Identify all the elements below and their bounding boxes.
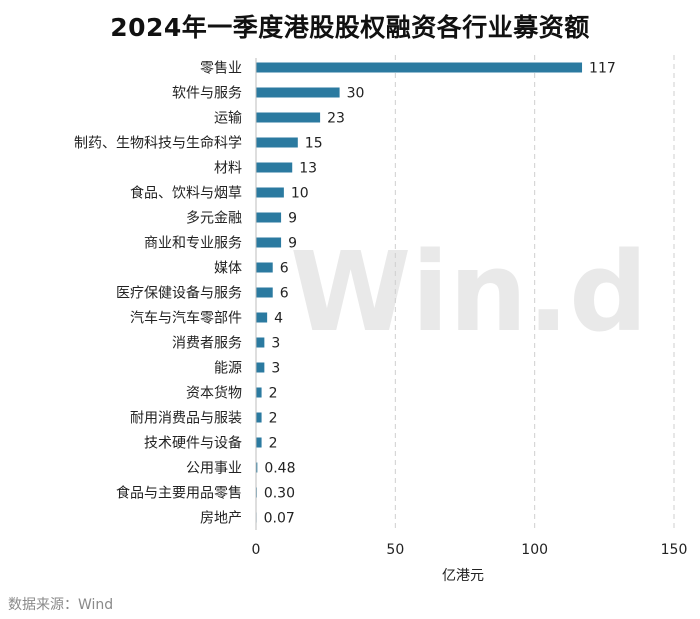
x-tick-label: 150 (661, 542, 688, 558)
bar (256, 137, 298, 148)
category-label: 多元金融 (186, 210, 242, 227)
value-label: 2 (269, 411, 278, 427)
category-label: 商业和专业服务 (144, 236, 242, 252)
value-label: 13 (299, 161, 317, 177)
value-label: 3 (271, 361, 280, 377)
value-label: 10 (291, 186, 309, 202)
value-label: 3 (271, 336, 280, 352)
x-axis-title: 亿港元 (442, 568, 484, 584)
source-note: 数据来源：Wind (8, 597, 114, 613)
bar (256, 362, 265, 373)
category-label: 制药、生物科技与生命科学 (74, 135, 242, 152)
bar (256, 337, 265, 348)
category-label: 汽车与汽车零部件 (130, 310, 242, 327)
category-label: 消费者服务 (172, 336, 242, 352)
category-label: 食品与主要用品零售 (116, 485, 242, 502)
bar (256, 87, 340, 98)
value-label: 30 (347, 86, 365, 102)
bar (256, 187, 284, 198)
value-label: 6 (280, 286, 289, 302)
value-label: 0.07 (264, 511, 295, 527)
x-tick-label: 0 (252, 542, 261, 558)
bar (256, 437, 262, 448)
category-label: 技术硬件与设备 (144, 435, 242, 452)
bar (256, 62, 583, 73)
bar (256, 112, 321, 123)
value-label: 4 (274, 311, 283, 327)
value-label: 0.48 (264, 461, 295, 477)
category-label: 资本货物 (186, 385, 242, 402)
bar (256, 387, 262, 398)
bar (256, 212, 282, 223)
category-label: 公用事业 (186, 461, 242, 477)
value-label: 0.30 (264, 486, 295, 502)
value-label: 2 (269, 386, 278, 402)
category-label: 医疗保健设备与服务 (116, 285, 242, 302)
value-label: 9 (288, 211, 297, 227)
chart-title: 2024年一季度港股股权融资各行业募资额 (110, 13, 590, 42)
bar (256, 412, 262, 423)
category-label: 材料 (214, 161, 242, 177)
category-label: 耐用消费品与服装 (130, 411, 242, 427)
bar (256, 162, 293, 173)
category-label: 运输 (214, 111, 242, 127)
x-tick-label: 100 (521, 542, 548, 558)
value-label: 117 (589, 61, 616, 77)
category-label: 媒体 (214, 261, 242, 277)
category-label: 房地产 (200, 511, 242, 527)
bar (256, 262, 273, 273)
watermark: Win.d (290, 228, 648, 356)
bar (256, 287, 273, 298)
bar (256, 237, 282, 248)
value-label: 2 (269, 436, 278, 452)
bar (256, 312, 268, 323)
value-label: 15 (305, 136, 323, 152)
category-label: 能源 (214, 361, 242, 377)
value-label: 6 (280, 261, 289, 277)
value-label: 23 (327, 111, 345, 127)
value-label: 9 (288, 236, 297, 252)
x-tick-label: 50 (386, 542, 404, 558)
category-label: 软件与服务 (172, 86, 242, 102)
bar (256, 462, 258, 473)
category-label: 食品、饮料与烟草 (130, 185, 242, 202)
category-label: 零售业 (200, 61, 242, 77)
